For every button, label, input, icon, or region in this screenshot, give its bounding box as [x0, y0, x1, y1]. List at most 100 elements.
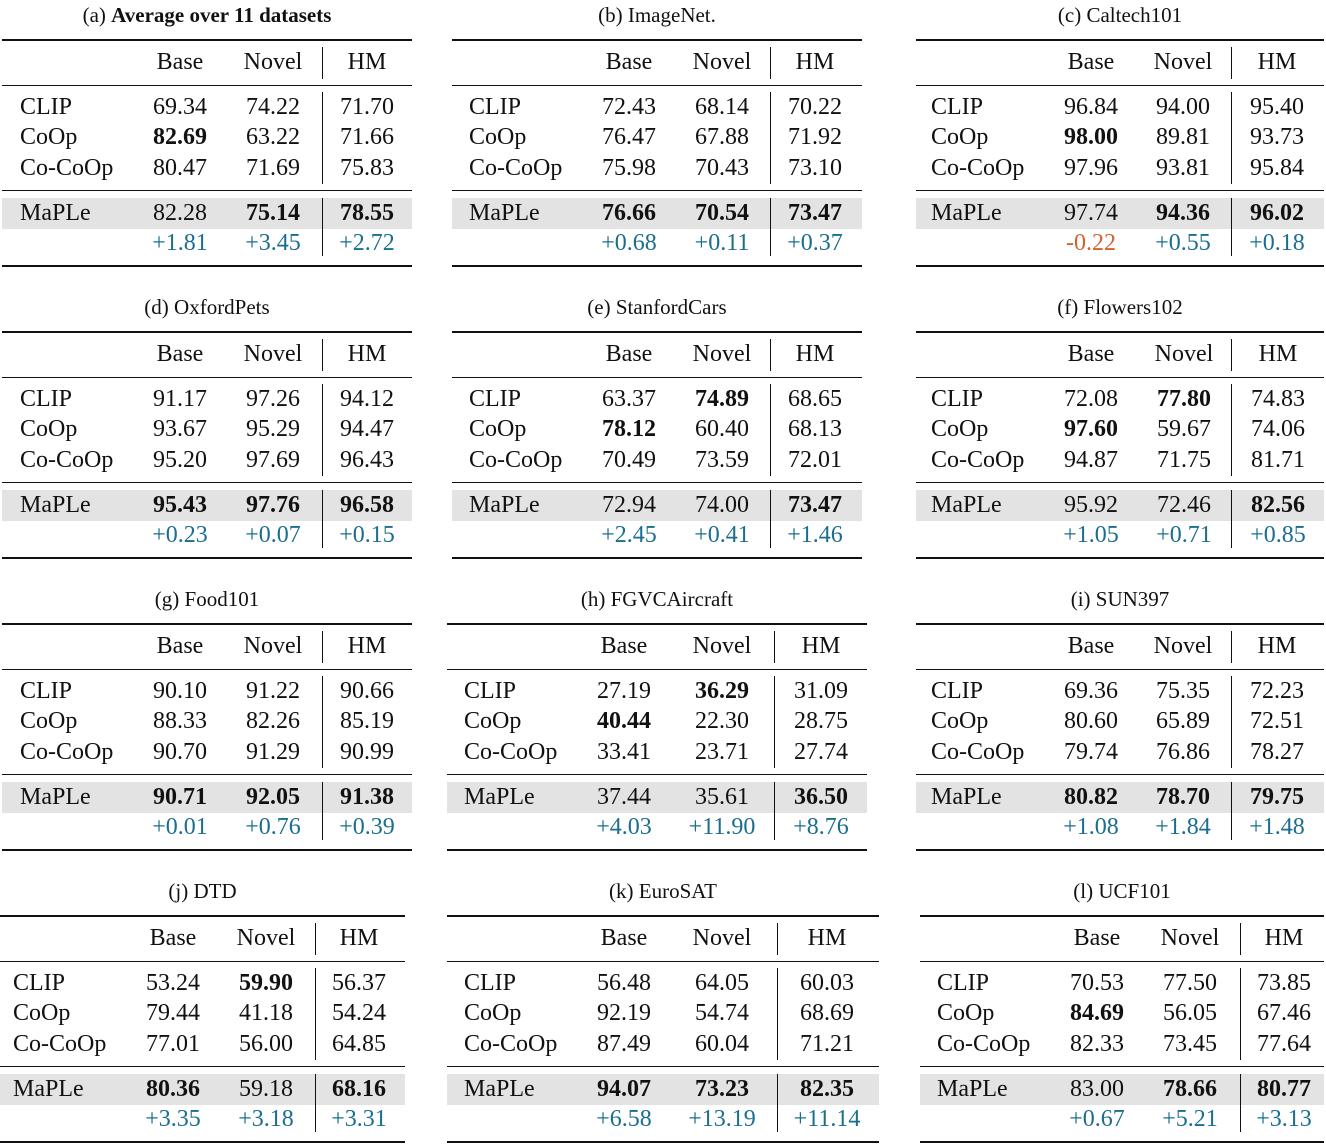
- table-cell: 90.99: [340, 739, 394, 765]
- table-cell: 31.09: [794, 678, 848, 704]
- table-cell: 65.89: [1156, 708, 1210, 734]
- results-table-panel: (j) DTD Base Novel HM CLIP 53.24 59.90 56.37 CoO…: [0, 876, 405, 1146]
- delta-cell: +3.31: [331, 1106, 387, 1132]
- table-cell: 70.53: [1070, 970, 1124, 996]
- table-rule: [452, 377, 862, 378]
- method-label: Co-CoOp: [469, 447, 563, 473]
- table-cell: 68.13: [788, 416, 842, 442]
- caption-prefix: (l): [1073, 879, 1094, 903]
- maple-cell: 80.36: [146, 1076, 200, 1102]
- table-rule: [916, 849, 1324, 851]
- delta-cell: +11.14: [793, 1106, 861, 1132]
- maple-method-label: MaPLe: [937, 1076, 1008, 1102]
- maple-cell: 78.66: [1163, 1076, 1217, 1102]
- table-cell: 91.29: [246, 739, 300, 765]
- column-header-novel: Novel: [243, 49, 303, 75]
- table-cell: 95.20: [153, 447, 207, 473]
- table-caption: (e) StanfordCars: [452, 292, 862, 322]
- table-cell: 28.75: [794, 708, 848, 734]
- table-rule: [447, 1066, 879, 1067]
- maple-cell: 94.36: [1156, 200, 1210, 226]
- maple-row-highlight: [0, 1074, 405, 1105]
- delta-cell: +0.23: [152, 522, 208, 548]
- delta-cell: +3.18: [238, 1106, 294, 1132]
- table-cell: 97.69: [246, 447, 300, 473]
- delta-cell: +6.58: [596, 1106, 652, 1132]
- maple-cell: 74.00: [695, 492, 749, 518]
- table-cell: 59.67: [1157, 416, 1211, 442]
- method-label: CLIP: [937, 970, 990, 996]
- table-cell: 72.43: [602, 94, 656, 120]
- maple-cell: 75.14: [246, 200, 300, 226]
- maple-row-highlight: [2, 782, 412, 813]
- column-divider: [777, 968, 778, 1060]
- table-cell: 33.41: [597, 739, 651, 765]
- column-divider: [1231, 198, 1232, 256]
- caption-dataset-name: SUN397: [1095, 587, 1170, 611]
- maple-row-highlight: [2, 198, 412, 229]
- maple-row-highlight: [452, 198, 862, 229]
- table-cell: 95.84: [1250, 155, 1304, 181]
- maple-method-label: MaPLe: [464, 1076, 535, 1102]
- column-divider: [1240, 923, 1241, 955]
- maple-cell: 95.43: [153, 492, 207, 518]
- table-cell: 95.40: [1250, 94, 1304, 120]
- table-rule: [2, 331, 412, 333]
- column-header-novel: Novel: [243, 633, 303, 659]
- delta-cell: +0.41: [694, 522, 750, 548]
- table-caption: (c) Caltech101: [916, 0, 1324, 30]
- table-cell: 75.83: [340, 155, 394, 181]
- maple-cell: 80.77: [1257, 1076, 1311, 1102]
- caption-prefix: (b): [598, 3, 623, 27]
- maple-cell: 76.66: [602, 200, 656, 226]
- table-cell: 64.85: [332, 1031, 386, 1057]
- column-divider: [770, 92, 771, 184]
- method-label: CoOp: [931, 708, 989, 734]
- table-cell: 63.22: [246, 124, 300, 150]
- maple-cell: 73.23: [695, 1076, 749, 1102]
- method-label: CoOp: [469, 124, 527, 150]
- column-divider: [322, 631, 323, 663]
- table-cell: 94.12: [340, 386, 394, 412]
- column-divider: [1231, 490, 1232, 548]
- method-label: CLIP: [931, 678, 984, 704]
- table-cell: 77.01: [146, 1031, 200, 1057]
- table-rule: [916, 774, 1324, 775]
- column-header-novel: Novel: [1154, 341, 1214, 367]
- column-header-novel: Novel: [236, 925, 296, 951]
- table-cell: 64.05: [695, 970, 749, 996]
- caption-dataset-name: ImageNet.: [627, 3, 716, 27]
- table-cell: 72.51: [1250, 708, 1304, 734]
- table-cell: 71.69: [246, 155, 300, 181]
- table-rule: [920, 1066, 1324, 1067]
- caption-prefix: (j): [168, 879, 189, 903]
- maple-row-highlight: [452, 490, 862, 521]
- column-divider: [777, 1074, 778, 1132]
- table-cell: 74.06: [1251, 416, 1305, 442]
- table-rule: [916, 265, 1324, 267]
- table-rule: [916, 557, 1324, 559]
- maple-row-highlight: [920, 1074, 1324, 1105]
- results-table-panel: (d) OxfordPets Base Novel HM CLIP 91.17 97.26 9…: [2, 292, 412, 562]
- delta-cell: +1.46: [787, 522, 843, 548]
- table-cell: 59.90: [239, 970, 293, 996]
- column-divider: [322, 92, 323, 184]
- column-header-novel: Novel: [1153, 49, 1213, 75]
- maple-cell: 70.54: [695, 200, 749, 226]
- table-cell: 77.80: [1157, 386, 1211, 412]
- method-label: Co-CoOp: [937, 1031, 1031, 1057]
- table-rule: [920, 961, 1324, 962]
- method-label: CoOp: [20, 416, 78, 442]
- method-label: Co-CoOp: [20, 447, 114, 473]
- table-rule: [447, 849, 867, 851]
- delta-cell: +1.08: [1063, 814, 1119, 840]
- column-header-hm: HM: [1258, 341, 1298, 367]
- table-cell: 67.46: [1257, 1000, 1311, 1026]
- delta-cell: +3.45: [245, 230, 301, 256]
- table-cell: 82.69: [153, 124, 207, 150]
- table-cell: 81.71: [1251, 447, 1305, 473]
- caption-dataset-name: EuroSAT: [638, 879, 717, 903]
- table-rule: [2, 39, 412, 41]
- table-caption: (k) EuroSAT: [447, 876, 879, 906]
- maple-row-highlight: [2, 490, 412, 521]
